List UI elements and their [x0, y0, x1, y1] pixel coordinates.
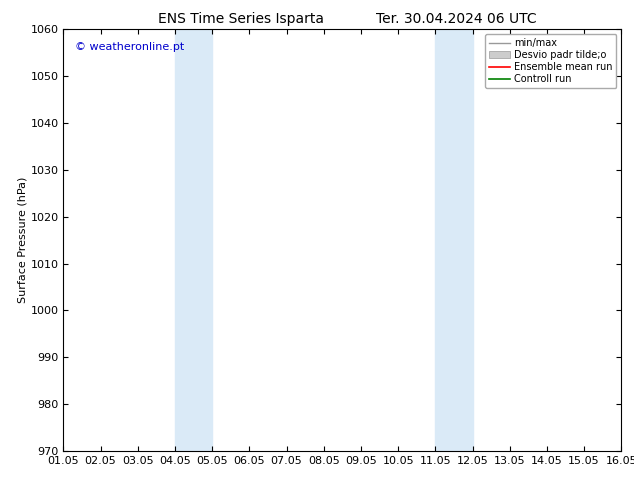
Legend: min/max, Desvio padr tilde;o, Ensemble mean run, Controll run: min/max, Desvio padr tilde;o, Ensemble m… — [485, 34, 616, 88]
Y-axis label: Surface Pressure (hPa): Surface Pressure (hPa) — [18, 177, 28, 303]
Text: © weatheronline.pt: © weatheronline.pt — [75, 42, 184, 52]
Text: Ter. 30.04.2024 06 UTC: Ter. 30.04.2024 06 UTC — [376, 12, 537, 26]
Text: ENS Time Series Isparta: ENS Time Series Isparta — [158, 12, 324, 26]
Bar — [175, 29, 212, 451]
Bar — [436, 29, 472, 451]
